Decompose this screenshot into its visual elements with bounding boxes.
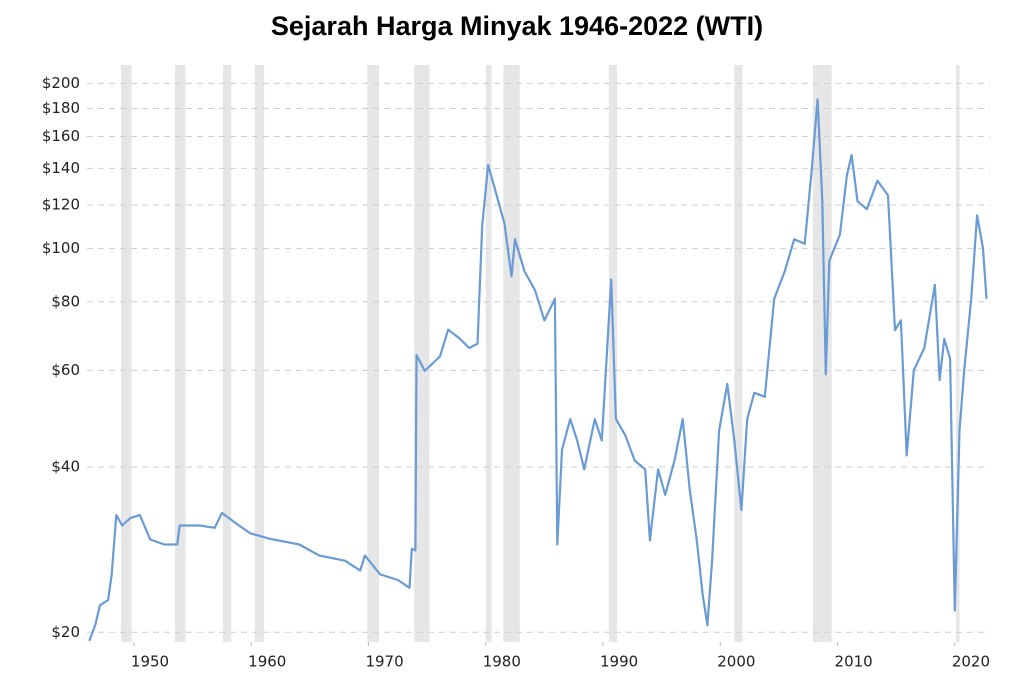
price-line: [88, 98, 988, 642]
x-tick-label: 2000: [717, 653, 755, 671]
y-tick-label: $80: [51, 292, 80, 310]
y-tick-label: $40: [51, 458, 80, 476]
x-tick-label: 1970: [365, 653, 403, 671]
recession-band: [812, 65, 832, 642]
x-tick-label: 1950: [131, 653, 169, 671]
recession-band: [503, 65, 520, 642]
recession-band: [174, 65, 186, 642]
recession-band: [955, 65, 960, 642]
y-tick-label: $60: [51, 361, 80, 379]
y-tick-label: $160: [42, 127, 80, 145]
x-tick-label: 2010: [835, 653, 873, 671]
recession-band: [254, 65, 265, 642]
chart-title: Sejarah Harga Minyak 1946-2022 (WTI): [271, 11, 763, 41]
recession-band: [223, 65, 232, 642]
x-tick-label: 1990: [600, 653, 638, 671]
recession-band: [367, 65, 380, 642]
y-tick-label: $180: [42, 99, 80, 117]
recession-band: [121, 65, 132, 642]
x-tick-label: 1960: [248, 653, 286, 671]
recession-band: [414, 65, 430, 642]
y-tick-label: $20: [51, 623, 80, 641]
y-tick-label: $140: [42, 159, 80, 177]
y-tick-label: $120: [42, 196, 80, 214]
y-tick-label: $200: [42, 74, 80, 92]
x-tick-label: 1980: [483, 653, 521, 671]
y-tick-label: $100: [42, 239, 80, 257]
recession-band: [734, 65, 743, 642]
x-tick-label: 2020: [952, 653, 990, 671]
recession-band: [485, 65, 492, 642]
